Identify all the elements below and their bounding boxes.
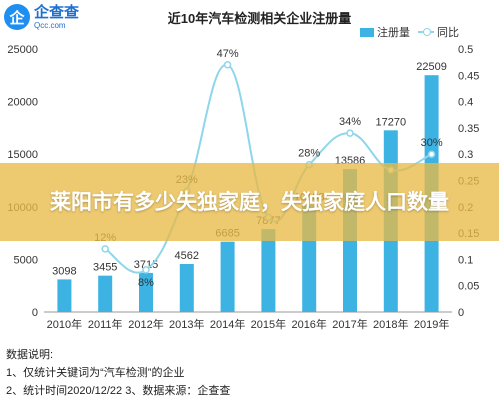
yoy-point xyxy=(427,150,436,158)
yoy-point xyxy=(142,266,150,274)
yoy-value-label: 30% xyxy=(421,137,443,149)
bar-value-label: 3098 xyxy=(52,265,76,277)
x-axis-tick-label: 2010年 xyxy=(47,317,82,331)
legend-bar-label: 注册量 xyxy=(377,27,410,39)
x-axis-tick-label: 2014年 xyxy=(210,317,245,331)
data-notes: 数据说明: 1、仅统计关键词为“汽车检测”的企业 2、统计时间2020/12/2… xyxy=(6,346,230,400)
left-axis-tick-label: 15000 xyxy=(7,149,38,161)
legend-bar-swatch xyxy=(360,27,374,37)
x-axis-tick-label: 2018年 xyxy=(373,317,408,331)
logo-domain: Qcc.com xyxy=(34,20,66,30)
left-axis-tick-label: 20000 xyxy=(7,97,38,109)
chart-title: 近10年汽车检测相关企业注册量 xyxy=(167,11,352,26)
right-axis-tick-label: 0.3 xyxy=(458,149,473,161)
x-axis-tick-label: 2011年 xyxy=(88,317,123,331)
right-axis-tick-label: 0.05 xyxy=(458,281,479,293)
bar xyxy=(261,229,276,312)
bar xyxy=(220,241,235,312)
x-axis-tick-label: 2013年 xyxy=(169,317,204,331)
legend-line-swatch xyxy=(418,27,434,37)
x-axis-tick-label: 2015年 xyxy=(251,317,286,331)
bar-value-label: 3715 xyxy=(134,259,158,271)
yoy-point xyxy=(223,61,232,69)
notes-line-2: 2、统计时间2020/12/22 3、数据来源：企查查 xyxy=(6,385,231,397)
x-axis-tick-label: 2016年 xyxy=(291,317,326,331)
left-axis-tick-label: 5000 xyxy=(14,254,38,266)
bar-value-label: 22509 xyxy=(416,61,447,73)
left-axis-tick-label: 0 xyxy=(32,307,38,319)
right-axis-tick-label: 0.1 xyxy=(458,254,473,266)
yoy-point xyxy=(101,245,109,253)
x-axis-tick-label: 2012年 xyxy=(128,317,163,331)
right-axis-tick-label: 0.4 xyxy=(458,97,473,109)
right-axis-tick-label: 0 xyxy=(458,307,464,319)
chart-legend: 注册量 同比 xyxy=(360,24,459,40)
yoy-value-label: 28% xyxy=(298,148,320,160)
right-axis-tick-label: 0.45 xyxy=(458,70,479,82)
x-axis-tick-label: 2019年 xyxy=(414,317,449,331)
legend-line-label: 同比 xyxy=(437,27,459,39)
yoy-value-label: 47% xyxy=(217,48,239,60)
yoy-value-label: 34% xyxy=(339,116,361,128)
logo-mark-icon: 企 xyxy=(4,4,30,30)
yoy-value-label: 8% xyxy=(138,277,154,289)
left-axis-tick-label: 25000 xyxy=(7,44,38,56)
bar-value-label: 4562 xyxy=(175,250,199,262)
logo: 企 企查查 Qcc.com xyxy=(4,4,79,30)
logo-name: 企查查 xyxy=(34,3,80,21)
notes-line-1: 1、仅统计关键词为“汽车检测”的企业 xyxy=(6,367,185,379)
right-axis-tick-label: 0.35 xyxy=(458,123,479,135)
bar xyxy=(179,264,194,312)
bar xyxy=(98,275,113,312)
yoy-point xyxy=(346,129,354,137)
notes-heading: 数据说明: xyxy=(6,349,54,361)
title-banner: 莱阳市有多少失独家庭，失独家庭人口数量 xyxy=(0,163,499,241)
bar-value-label: 17270 xyxy=(376,116,407,128)
x-axis-tick-label: 2017年 xyxy=(332,317,367,331)
banner-title: 莱阳市有多少失独家庭，失独家庭人口数量 xyxy=(50,190,449,214)
legend-item-bar: 注册量 xyxy=(360,24,410,40)
legend-item-line: 同比 xyxy=(418,24,459,40)
bar xyxy=(139,272,153,312)
logo-text: 企查查 Qcc.com xyxy=(34,5,79,30)
right-axis-tick-label: 0.5 xyxy=(458,44,473,56)
bar xyxy=(57,279,72,312)
bar-value-label: 3455 xyxy=(93,262,117,274)
